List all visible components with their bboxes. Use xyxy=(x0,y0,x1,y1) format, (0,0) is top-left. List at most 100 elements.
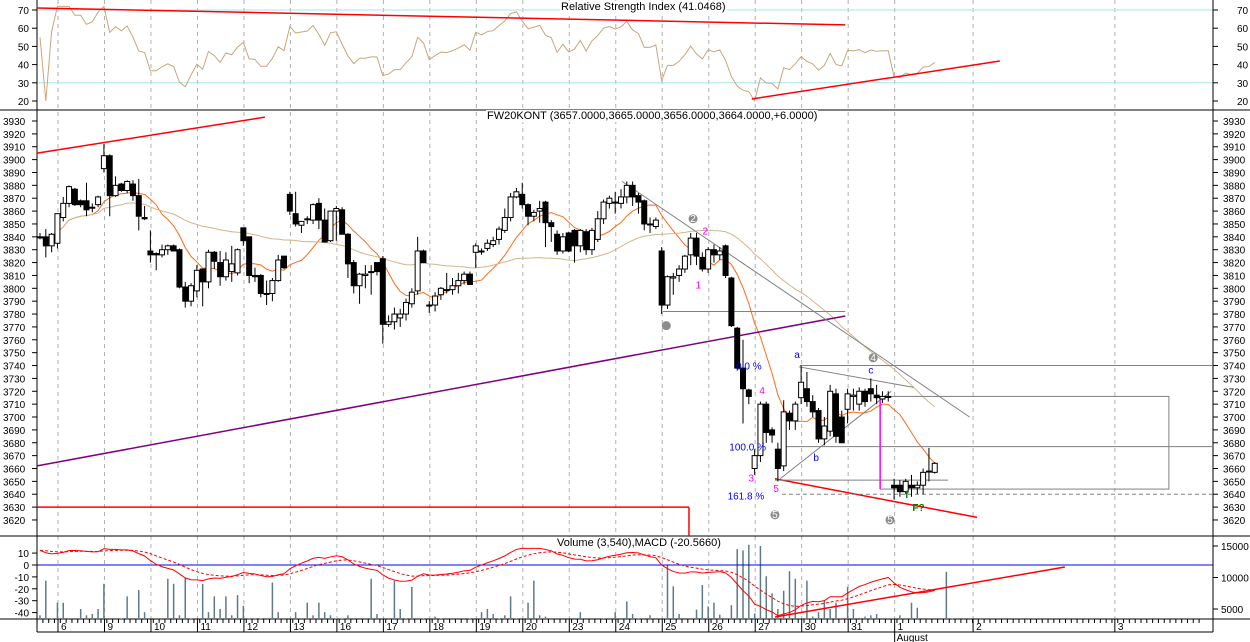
candle-bearish xyxy=(321,219,328,243)
candle-bearish xyxy=(548,222,555,228)
candle-bearish xyxy=(699,256,706,270)
candle-bearish xyxy=(379,258,386,325)
candle-bearish xyxy=(769,429,776,436)
price-tick-label: 3680 xyxy=(3,439,26,450)
candle-bullish xyxy=(66,186,73,204)
volume-tick-label: 10000 xyxy=(1221,574,1249,585)
candle-bearish xyxy=(71,188,78,206)
candle-bearish xyxy=(745,389,752,397)
candle-bearish xyxy=(217,262,224,278)
price-tick-label: 3720 xyxy=(1223,387,1246,398)
candle-bullish xyxy=(222,259,229,278)
date-label: 20 xyxy=(526,622,538,633)
price-tick-label: 3680 xyxy=(1223,439,1246,450)
price-tick-label: 3760 xyxy=(3,336,26,347)
price-tick-label: 3700 xyxy=(3,413,26,424)
candle-bullish xyxy=(902,480,909,493)
candle-bearish xyxy=(693,237,700,257)
candle-bullish xyxy=(827,390,834,432)
candle-bearish xyxy=(466,273,473,285)
price-tick-label: 3770 xyxy=(3,323,26,334)
date-label: 25 xyxy=(665,622,677,633)
price-tick-label: 3750 xyxy=(1223,349,1246,360)
candle-bullish xyxy=(164,245,171,251)
price-tick-label: 3920 xyxy=(1223,130,1246,141)
candle-bullish xyxy=(461,273,468,282)
price-tick-label: 3770 xyxy=(1223,323,1246,334)
candle-bullish xyxy=(850,394,857,397)
price-tick-label: 3730 xyxy=(3,374,26,385)
rsi-tick-label: 40 xyxy=(1237,61,1249,72)
price-tick-label: 3870 xyxy=(3,194,26,205)
candle-bullish xyxy=(275,259,282,282)
candle-bullish xyxy=(124,180,131,191)
candle-bullish xyxy=(490,240,497,246)
price-tick-label: 3740 xyxy=(3,362,26,373)
candle-bullish xyxy=(234,249,241,274)
price-tick-label: 3850 xyxy=(3,220,26,231)
candle-bullish xyxy=(228,263,235,273)
candle-bullish xyxy=(48,233,55,247)
candle-bearish xyxy=(809,401,816,413)
candle-bullish xyxy=(652,219,659,228)
wave-label: 100.0 % xyxy=(729,443,766,454)
rsi-tick-label: 40 xyxy=(18,61,30,72)
candle-bearish xyxy=(554,233,561,252)
candle-bullish xyxy=(687,237,694,256)
macd-tick-label: -30 xyxy=(15,597,30,608)
candle-bullish xyxy=(501,217,508,231)
price-tick-label: 3830 xyxy=(1223,246,1246,257)
candle-bullish xyxy=(664,276,671,306)
candle-bearish xyxy=(135,195,142,217)
rsi-tick-label: 30 xyxy=(18,79,30,90)
wave-label: 3 xyxy=(748,473,754,484)
candle-bullish xyxy=(333,208,340,212)
candle-bullish xyxy=(304,218,311,221)
volume-macd-title: Volume (3,540),MACD (-20.5660) xyxy=(556,537,722,549)
candle-bearish xyxy=(583,231,590,251)
candle-bullish xyxy=(356,273,363,287)
candle-bullish xyxy=(594,218,601,240)
candle-bearish xyxy=(525,204,532,217)
candle-bearish xyxy=(257,274,264,294)
date-label: 13 xyxy=(293,622,305,633)
price-tick-label: 3690 xyxy=(3,426,26,437)
candle-bearish xyxy=(129,183,136,197)
candle-bullish xyxy=(588,229,595,251)
candle-bullish xyxy=(507,196,514,219)
price-tick-label: 3620 xyxy=(1223,516,1246,527)
candle-bullish xyxy=(798,381,805,399)
candle-bearish xyxy=(246,236,253,276)
price-tick-label: 3900 xyxy=(3,156,26,167)
candle-bullish xyxy=(269,280,276,294)
price-tick-label: 3840 xyxy=(1223,233,1246,244)
candle-bullish xyxy=(618,196,624,204)
candle-bearish xyxy=(896,484,903,493)
candle-bullish xyxy=(60,202,67,219)
rsi-tick-label: 20 xyxy=(18,97,30,108)
wave-label: 5 xyxy=(773,484,779,495)
price-tick-label: 3790 xyxy=(1223,297,1246,308)
candle-bullish xyxy=(612,201,619,204)
candle-bullish xyxy=(391,313,398,323)
candle-bearish xyxy=(838,416,845,444)
candle-bearish xyxy=(803,388,810,403)
candle-bullish xyxy=(298,220,305,226)
candle-bullish xyxy=(432,295,439,306)
candle-bullish xyxy=(188,285,195,302)
macd-line xyxy=(39,547,935,617)
circle-marker-icon xyxy=(868,353,878,363)
descending-resistance-line xyxy=(621,181,970,418)
date-label: 30 xyxy=(805,622,817,633)
candle-bearish xyxy=(774,448,781,469)
candle-bearish xyxy=(862,390,869,403)
price-tick-label: 3840 xyxy=(3,233,26,244)
price-tick-label: 3730 xyxy=(1223,374,1246,385)
candle-bearish xyxy=(153,253,160,256)
macd-tick-label: -10 xyxy=(15,573,30,584)
price-tick-label: 3740 xyxy=(1223,362,1246,373)
price-tick-label: 3890 xyxy=(3,168,26,179)
price-tick-label: 3930 xyxy=(3,117,26,128)
date-label: 3 xyxy=(1118,622,1124,633)
